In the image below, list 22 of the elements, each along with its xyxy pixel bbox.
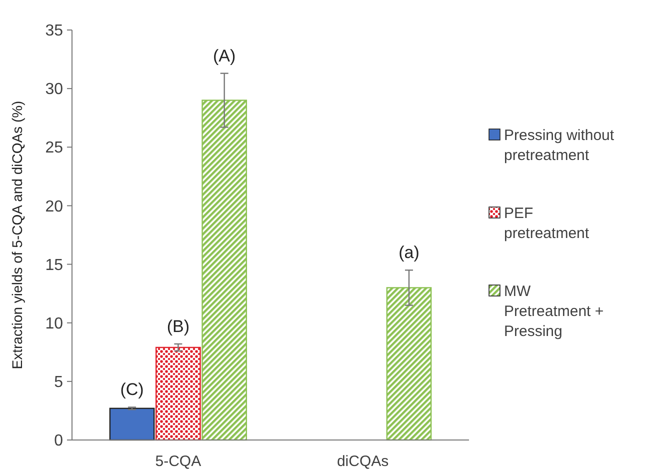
x-tick-label: diCQAs: [336, 453, 389, 470]
y-tick-label: 30: [45, 81, 64, 98]
y-tick-label: 20: [45, 198, 64, 216]
y-tick-label: 0: [54, 432, 64, 450]
bar: [155, 346, 201, 441]
annotation: (a): [398, 243, 420, 262]
bar: [202, 100, 248, 441]
y-tick-label: 25: [45, 140, 64, 157]
y-tick-label: 10: [45, 315, 64, 332]
legend-label: MW Pretreatment + Pressing: [504, 283, 604, 340]
x-tick-label: 5-CQA: [155, 453, 202, 470]
annotation: (A): [213, 46, 236, 66]
y-tick-label: 15: [45, 256, 64, 274]
y-tick-label: 35: [45, 22, 64, 40]
legend-label: Pressing without pretreatment: [504, 127, 615, 164]
y-axis-title: Extraction yields of 5-CQA and diCQAs (%): [9, 100, 25, 370]
y-tick-label: 5: [54, 374, 64, 392]
annotation: (C): [120, 380, 144, 400]
bar: [386, 287, 432, 441]
bar: [109, 408, 155, 441]
annotation: (B): [166, 316, 190, 336]
legend-label: PEF pretreatment: [504, 205, 590, 242]
